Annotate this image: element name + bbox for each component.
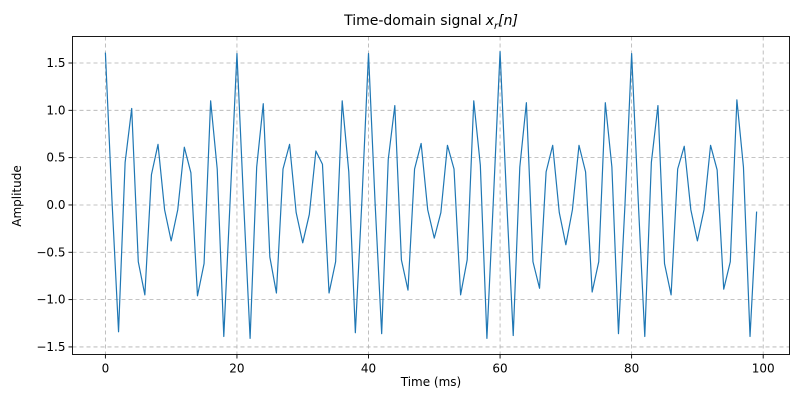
y-axis-ticks: −1.5 −1.0 −0.5 0.0 0.5 1.0 1.5 — [36, 56, 73, 354]
y-tick-label: 0.5 — [46, 151, 65, 165]
y-tick-label: −1.0 — [36, 293, 65, 307]
y-tick-label: −1.5 — [36, 340, 65, 354]
x-tick-label: 100 — [752, 362, 775, 376]
plot-frame — [72, 36, 790, 355]
x-axis-label: Time (ms) — [400, 375, 462, 389]
grid-layer — [72, 36, 790, 355]
y-tick-label: 1.0 — [46, 103, 65, 117]
x-tick-label: 20 — [229, 362, 244, 376]
x-tick-label: 0 — [102, 362, 110, 376]
y-tick-label: 1.5 — [46, 56, 65, 70]
y-tick-label: 0.0 — [46, 198, 65, 212]
x-tick-label: 80 — [624, 362, 639, 376]
x-axis-ticks: 0 20 40 60 80 100 — [102, 354, 775, 376]
series-layer — [104, 51, 758, 340]
x-tick-label: 40 — [361, 362, 376, 376]
signal-line — [104, 51, 758, 340]
chart-title: Time-domain signal xr[n] — [343, 13, 518, 32]
y-tick-label: −0.5 — [36, 245, 65, 259]
x-tick-label: 60 — [492, 362, 507, 376]
y-axis-label: Amplitude — [10, 165, 24, 227]
